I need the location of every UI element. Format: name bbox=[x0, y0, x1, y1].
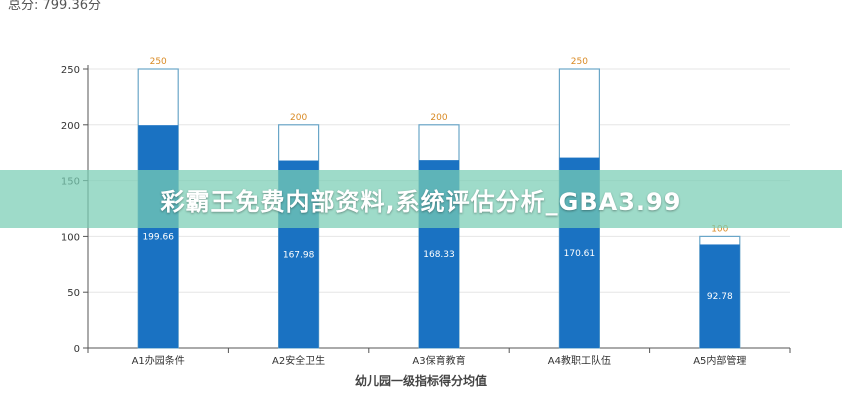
max-value-label: 200 bbox=[290, 113, 307, 123]
score-value-label: 199.66 bbox=[142, 233, 174, 243]
max-value-label: 250 bbox=[571, 57, 588, 67]
y-tick-label: 200 bbox=[61, 121, 80, 132]
y-tick-label: 250 bbox=[61, 65, 80, 76]
score-bar bbox=[138, 125, 179, 348]
y-tick-label: 50 bbox=[67, 288, 80, 299]
x-tick-label: A2安全卫生 bbox=[272, 354, 325, 367]
x-axis-title: 幼儿园一级指标得分均值 bbox=[354, 374, 487, 388]
score-value-label: 168.33 bbox=[423, 250, 455, 260]
x-tick-label: A4教职工队伍 bbox=[548, 354, 611, 367]
max-value-label: 100 bbox=[711, 224, 728, 234]
score-value-label: 170.61 bbox=[564, 249, 596, 259]
score-bar bbox=[699, 244, 740, 348]
max-value-label: 250 bbox=[150, 57, 167, 67]
max-value-label: 200 bbox=[430, 113, 447, 123]
y-tick-label: 0 bbox=[74, 344, 80, 355]
score-value-label: 92.78 bbox=[707, 292, 733, 302]
banner-text: 彩霸王免费内部资料,系统评估分析_GBA3.99 bbox=[160, 187, 682, 216]
x-tick-label: A5内部管理 bbox=[693, 354, 746, 367]
score-value-label: 167.98 bbox=[283, 250, 315, 260]
total-score: 总分: 799.36分 bbox=[8, 0, 101, 13]
x-tick-label: A3保育教育 bbox=[412, 354, 465, 367]
watermark-banner: 彩霸王免费内部资料,系统评估分析_GBA3.99 bbox=[0, 170, 842, 228]
y-tick-label: 100 bbox=[61, 232, 80, 243]
x-tick-label: A1办园条件 bbox=[132, 354, 185, 367]
